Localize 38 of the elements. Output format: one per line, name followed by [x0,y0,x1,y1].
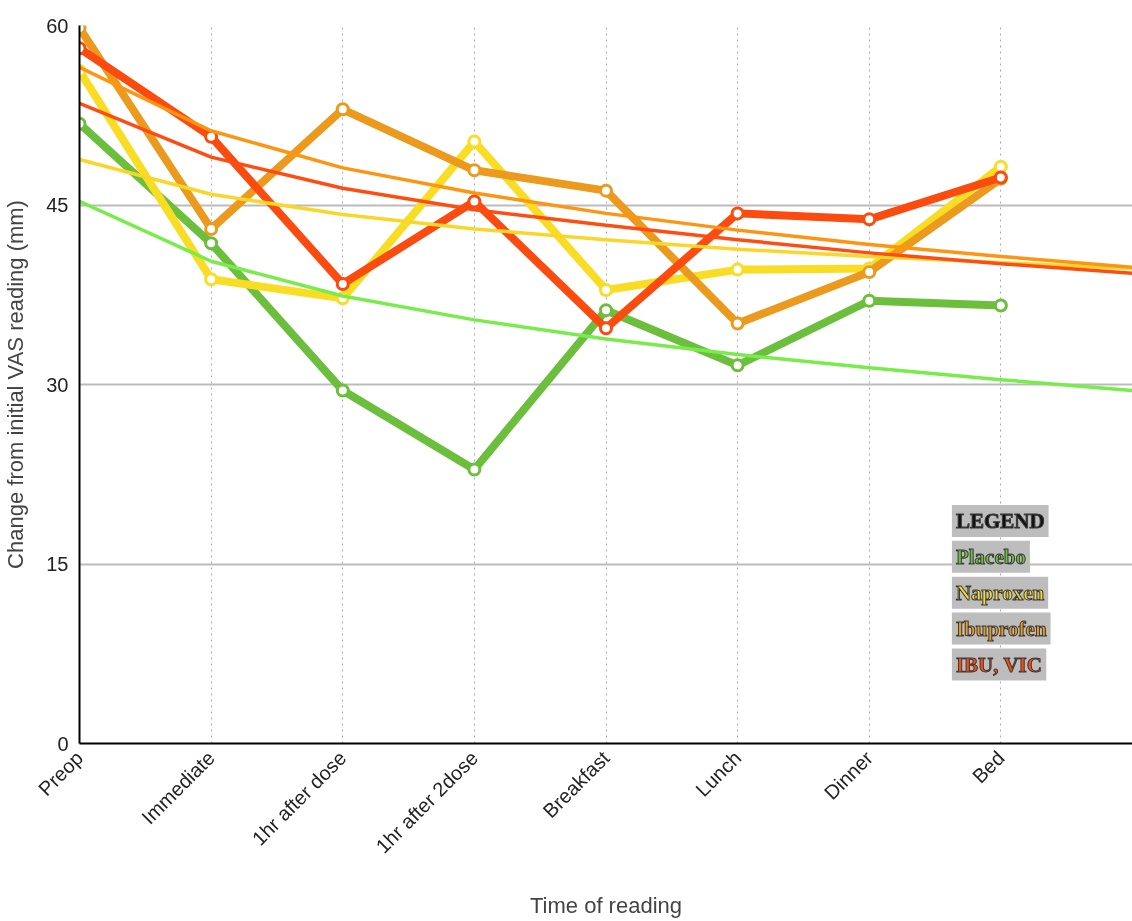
point [335,383,350,398]
point [599,183,613,198]
x-axis-title: Time of reading [529,893,683,919]
point [467,134,482,149]
point [204,236,219,251]
point [467,462,482,477]
line-series [79,65,1132,269]
point [730,262,745,277]
x-tick-label: Bed [967,746,1009,788]
text: Ibuprofen [955,616,1047,641]
point [204,272,219,287]
point [467,194,482,209]
y-axis-title: Change from initial VAS reading (mm) [3,200,29,569]
point [993,298,1008,313]
point [467,163,482,178]
text: Naproxen [955,580,1045,605]
y-tick-label: 30 [46,373,69,396]
legend-title: LEGEND [955,508,1045,533]
text: Placebo [955,544,1026,569]
point [862,212,877,227]
y-tick-label: 45 [46,194,69,216]
point [993,159,1008,174]
point [730,206,745,221]
point [599,303,613,318]
point [862,293,877,308]
point [204,221,219,236]
point [730,316,745,331]
point [599,321,613,336]
y-tick-label: 60 [46,14,69,37]
point [599,282,613,297]
point [862,265,877,279]
y-tick-label: 0 [57,732,69,755]
line-series [79,199,1132,393]
point [730,358,745,373]
text: IBU, VIC [955,652,1042,677]
y-tick-label: 15 [46,553,69,575]
point [335,102,350,117]
point [335,276,350,291]
